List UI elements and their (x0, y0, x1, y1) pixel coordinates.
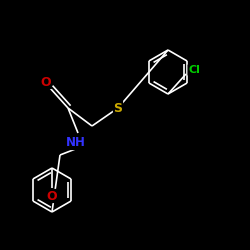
Text: O: O (41, 76, 51, 88)
Text: Cl: Cl (188, 65, 200, 75)
Text: O: O (47, 190, 57, 202)
Text: NH: NH (66, 136, 86, 149)
Text: S: S (114, 102, 122, 114)
